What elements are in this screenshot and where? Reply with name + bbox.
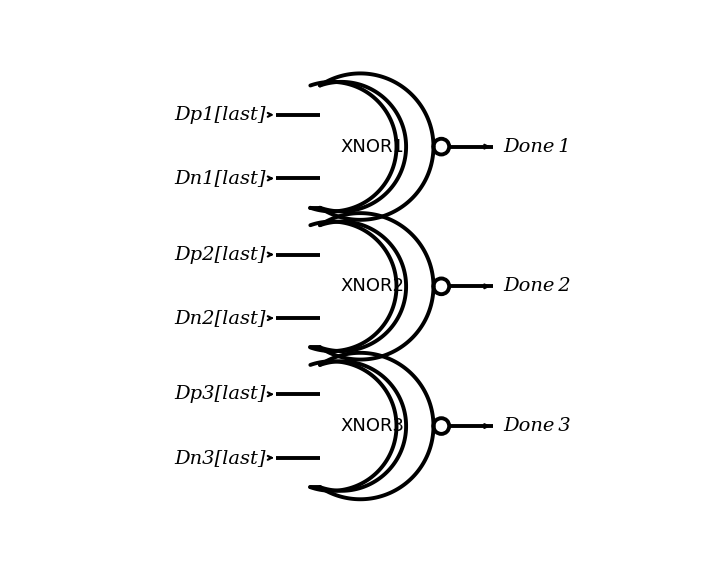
Text: Dn3[last]: Dn3[last] — [174, 449, 266, 467]
Text: Dn1[last]: Dn1[last] — [174, 170, 266, 188]
Text: Dp2[last]: Dp2[last] — [174, 246, 266, 264]
Text: Done 2: Done 2 — [504, 277, 572, 295]
Text: XNOR1: XNOR1 — [340, 138, 404, 155]
Text: Dn2[last]: Dn2[last] — [174, 309, 266, 327]
Text: XNOR2: XNOR2 — [340, 277, 404, 295]
Text: Done 3: Done 3 — [504, 417, 572, 435]
Text: XNOR3: XNOR3 — [340, 417, 404, 435]
Text: Dp1[last]: Dp1[last] — [174, 106, 266, 124]
Text: Done 1: Done 1 — [504, 138, 572, 155]
Text: Dp3[last]: Dp3[last] — [174, 385, 266, 403]
